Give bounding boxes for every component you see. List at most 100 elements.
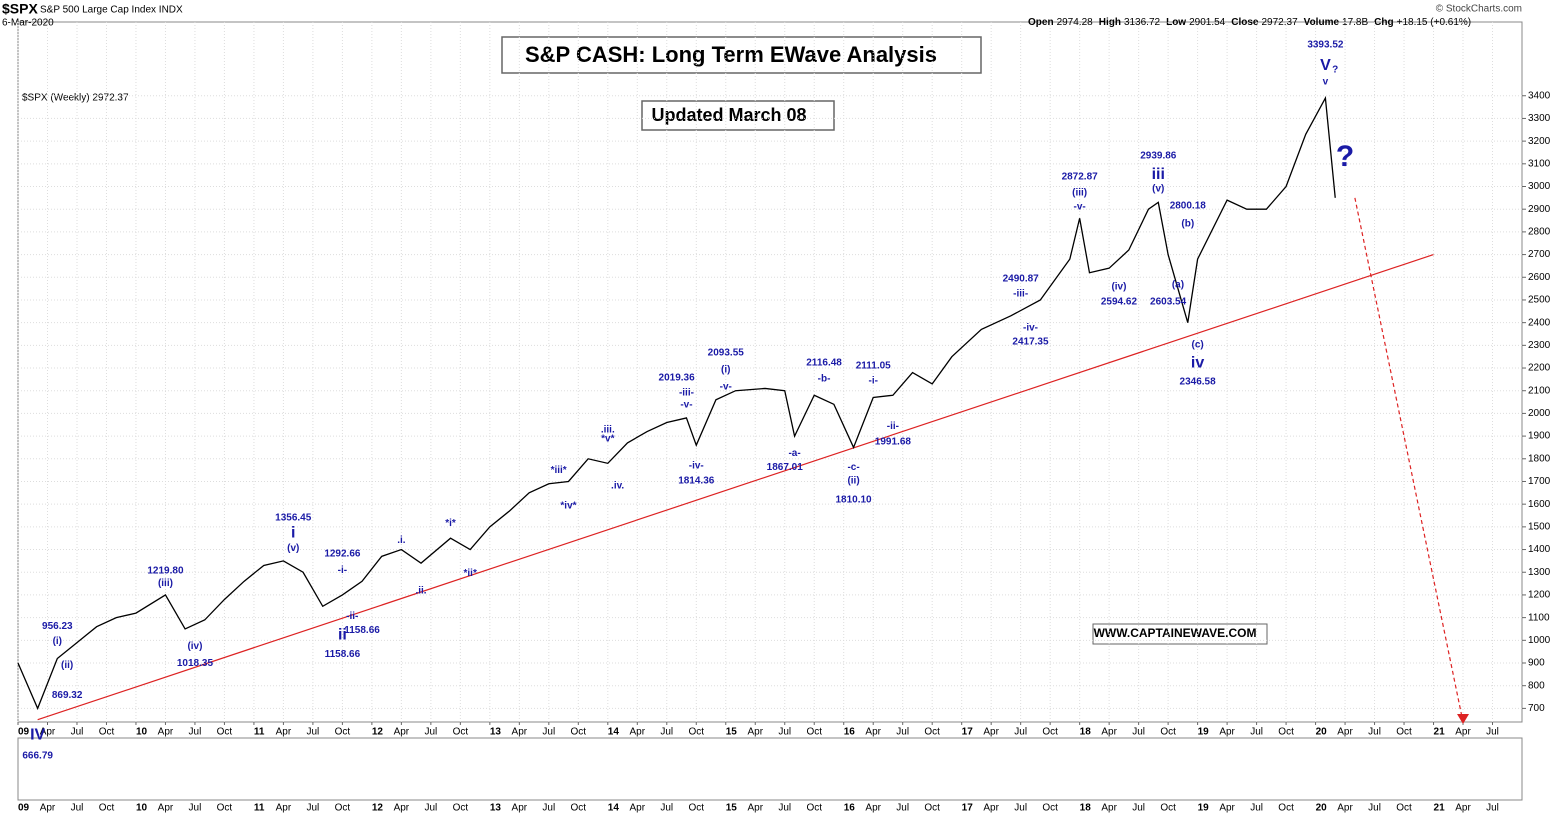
y-tick-label: 2700 [1528,249,1551,260]
x-tick-label: Jul [1368,727,1381,738]
x-tick-label: 10 [136,727,148,738]
x-tick-label: 18 [1080,803,1092,814]
date: 6-Mar-2020 [2,18,54,29]
y-tick-label: 3000 [1528,181,1551,192]
x-tick-label: Oct [571,803,587,814]
wave-label: 2872.87 [1062,171,1099,182]
x-tick-label: Oct [1042,803,1058,814]
x-tick-label: Jul [424,803,437,814]
x-tick-label: Jul [896,803,909,814]
wave-label: iii [1152,166,1165,183]
wave-label: -ii- [887,421,899,432]
x-tick-label: 11 [254,727,265,738]
x-tick-label: Apr [865,803,881,814]
wave-label: *i* [445,518,456,529]
wave-label: v [1323,76,1329,87]
x-tick-label: Apr [512,803,528,814]
x-tick-label: 15 [726,803,738,814]
x-tick-label: Oct [806,727,822,738]
wave-label: (v) [1152,183,1164,194]
wave-label: (iii) [158,578,173,589]
x-tick-label: 09 [18,803,30,814]
y-tick-label: 1600 [1528,499,1551,510]
wave-label: (i) [53,636,62,647]
y-tick-label: 2300 [1528,340,1551,351]
y-tick-label: 1400 [1528,544,1551,555]
lower-panel [17,737,1523,801]
quote-label: Low [1166,17,1186,28]
wave-label: 2800.18 [1170,200,1207,211]
wave-label: V [1320,57,1331,74]
x-tick-label: 20 [1316,803,1328,814]
wave-label: .iv. [611,481,624,492]
wave-label: (ii) [847,476,859,487]
wave-label: (v) [287,543,299,554]
wave-label: (iii) [1072,187,1087,198]
website-box [1092,623,1268,645]
x-tick-label: Oct [99,727,115,738]
x-tick-label: 14 [608,803,620,814]
wave-label: (ii) [61,660,73,671]
wave-label: 2116.48 [806,358,842,369]
x-tick-label: Oct [1278,727,1294,738]
x-tick-label: Apr [983,727,999,738]
wave-label: i [291,524,295,541]
y-tick-label: 800 [1528,680,1545,691]
x-tick-label: Jul [542,803,555,814]
x-tick-label: Jul [71,727,84,738]
x-tick-label: Oct [688,727,704,738]
x-tick-label: 13 [490,727,502,738]
wave-label: 1810.10 [835,495,872,506]
y-tick-label: 2100 [1528,385,1551,396]
x-tick-label: Apr [40,727,56,738]
x-tick-label: Apr [630,727,646,738]
series-label: $SPX (Weekly) 2972.37 [22,93,129,104]
y-tick-label: 3100 [1528,158,1551,169]
y-tick-label: 2000 [1528,408,1551,419]
x-tick-label: Jul [660,803,673,814]
wave-label: (iv) [187,641,202,652]
x-tick-label: Apr [40,803,56,814]
x-tick-label: Jul [1132,727,1145,738]
title-box [501,36,982,74]
x-tick-label: Jul [1486,803,1499,814]
x-tick-label: 16 [844,727,856,738]
wave-label: -v- [1074,202,1086,213]
y-tick-label: 1000 [1528,635,1551,646]
x-tick-label: Jul [1250,727,1263,738]
wave-label: -iv- [1023,323,1038,334]
wave-label: 1292.66 [324,549,361,560]
wave-label: ? [1336,140,1354,173]
wave-label: 2594.62 [1101,297,1138,308]
update-note: Updated March 08 [651,105,806,125]
x-tick-label: Jul [778,803,791,814]
wave-label: 2093.55 [708,348,745,359]
wave-label: *ii* [464,568,477,579]
x-tick-label: Oct [217,803,233,814]
x-tick-label: Jul [307,727,320,738]
quote-value: 2974.28 [1057,17,1094,28]
wave-label: .iii. [601,425,615,436]
x-tick-label: Apr [1219,803,1235,814]
x-tick-label: Oct [1160,727,1176,738]
y-tick-label: 2200 [1528,363,1551,374]
wave-label: 1018.35 [177,658,214,669]
wave-label: 2417.35 [1012,337,1049,348]
x-tick-label: Apr [1101,727,1117,738]
x-tick-label: Oct [1396,727,1412,738]
quote-value: 3136.72 [1124,17,1161,28]
wave-label: 666.79 [22,751,53,762]
x-tick-label: 14 [608,727,620,738]
x-tick-label: 20 [1316,727,1328,738]
y-tick-label: 1100 [1528,612,1550,623]
x-tick-label: Apr [158,803,174,814]
x-tick-label: Jul [1250,803,1263,814]
wave-label: -a- [788,448,800,459]
x-tick-label: Jul [1014,727,1027,738]
x-tick-label: Jul [542,727,555,738]
wave-label: iv [1191,354,1204,371]
x-tick-label: 13 [490,803,502,814]
x-tick-label: Apr [1101,803,1117,814]
quote-label: Chg [1374,17,1393,28]
